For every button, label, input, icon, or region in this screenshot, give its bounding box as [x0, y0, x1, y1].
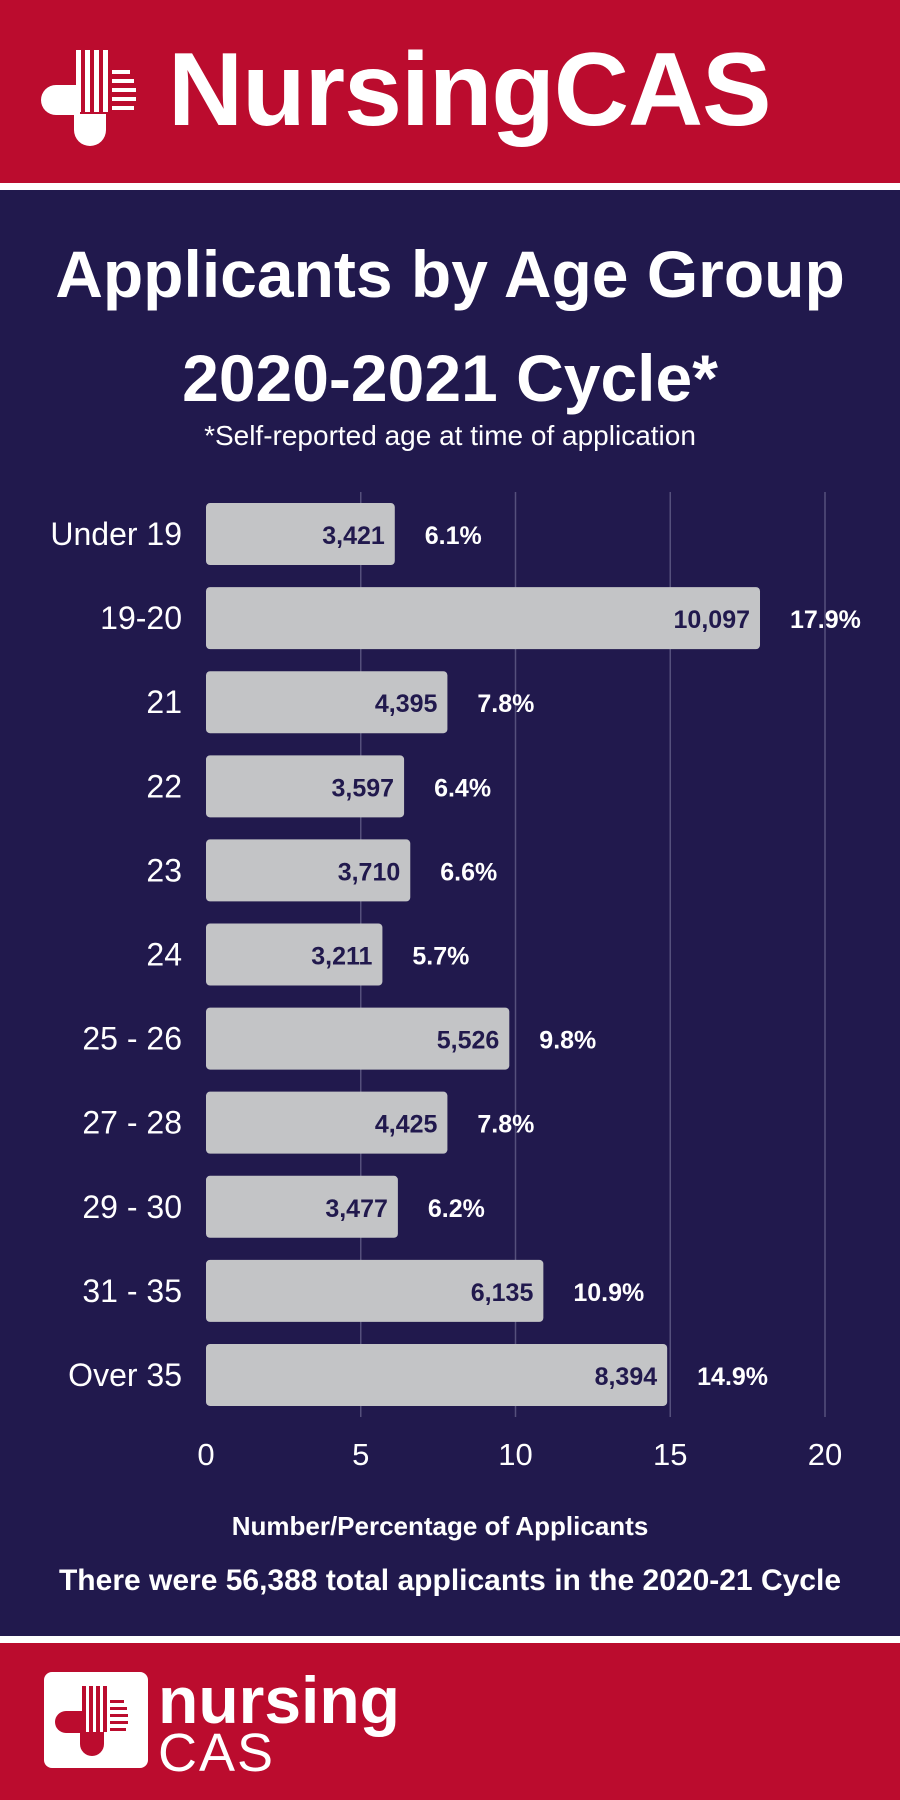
footer-banner — [0, 1643, 900, 1800]
x-tick-label: 10 — [498, 1437, 532, 1472]
bar-percent-label: 17.9% — [790, 606, 861, 634]
y-tick-label: 19-20 — [100, 600, 182, 636]
footer-brand-line-1: nursing — [158, 1663, 400, 1737]
header-divider — [0, 183, 900, 190]
bar-count-label: 3,211 — [311, 943, 372, 971]
footer-brand-line-2: CAS — [158, 1723, 276, 1783]
x-tick-label: 20 — [808, 1437, 842, 1472]
page-title: Applicants by Age Group 2020-2021 Cycle* — [0, 222, 900, 430]
bar — [206, 755, 405, 818]
bar-count-label: 3,710 — [338, 858, 401, 886]
bar-percent-label: 14.9% — [697, 1363, 768, 1391]
bar-count-label: 4,425 — [375, 1111, 438, 1139]
title-line-2: 2020-2021 Cycle* — [182, 341, 718, 415]
y-tick-label: 31 - 35 — [82, 1273, 182, 1309]
bar-percent-label: 6.2% — [428, 1195, 485, 1223]
bar-count-label: 5,526 — [437, 1027, 500, 1055]
bar-percent-label: 10.9% — [573, 1279, 644, 1307]
y-tick-label: 22 — [146, 768, 182, 804]
bar — [206, 1091, 448, 1154]
nursingcas-footer-logo-icon — [44, 1672, 148, 1768]
bar — [206, 1343, 668, 1406]
header-banner — [0, 0, 900, 183]
bar-count-label: 3,597 — [332, 774, 395, 802]
bar-count-label: 10,097 — [674, 606, 750, 634]
bar-percent-label: 6.1% — [425, 522, 482, 550]
chart-subtitle: *Self-reported age at time of applicatio… — [204, 420, 696, 451]
bar — [206, 1259, 544, 1322]
bar-count-label: 4,395 — [375, 690, 438, 718]
brand-name: NursingCAS — [168, 32, 771, 148]
bar-percent-label: 5.7% — [412, 943, 469, 971]
y-tick-label: Over 35 — [68, 1357, 182, 1393]
x-tick-label: 5 — [352, 1437, 369, 1472]
bar-count-label: 3,477 — [325, 1195, 388, 1223]
x-tick-label: 15 — [653, 1437, 687, 1472]
bar — [206, 671, 448, 734]
x-axis-title: Number/Percentage of Applicants — [232, 1511, 649, 1541]
total-applicants-note: There were 56,388 total applicants in th… — [58, 1564, 842, 1597]
bar-percent-label: 6.6% — [440, 858, 497, 886]
y-tick-label: 29 - 30 — [82, 1189, 182, 1225]
bar-percent-label: 7.8% — [477, 1111, 534, 1139]
bar — [206, 1175, 398, 1238]
bar — [206, 587, 761, 650]
y-tick-label: Under 19 — [50, 516, 182, 552]
bar-count-label: 8,394 — [595, 1363, 658, 1391]
x-tick-label: 0 — [197, 1437, 214, 1472]
y-tick-label: 21 — [146, 684, 182, 720]
bar-count-label: 3,421 — [322, 522, 385, 550]
nursingcas-logo-icon — [41, 50, 136, 146]
y-tick-label: 25 - 26 — [82, 1021, 182, 1057]
bar-percent-label: 6.4% — [434, 774, 491, 802]
y-tick-label: 24 — [146, 937, 182, 973]
bar — [206, 1007, 510, 1070]
bar — [206, 503, 395, 566]
y-tick-label: 27 - 28 — [82, 1105, 182, 1141]
bar — [206, 923, 383, 986]
bar-count-label: 6,135 — [471, 1279, 534, 1307]
title-line-1: Applicants by Age Group — [55, 237, 845, 311]
bar-percent-label: 7.8% — [477, 690, 534, 718]
bar-percent-label: 9.8% — [539, 1027, 596, 1055]
footer-divider — [0, 1636, 900, 1643]
y-tick-label: 23 — [146, 852, 182, 888]
bar — [206, 839, 411, 902]
age-group-bar-chart: 0 5 10 15 20 Under 19 3,421 6.1% 19-20 10,097 17.9… — [50, 492, 861, 1541]
